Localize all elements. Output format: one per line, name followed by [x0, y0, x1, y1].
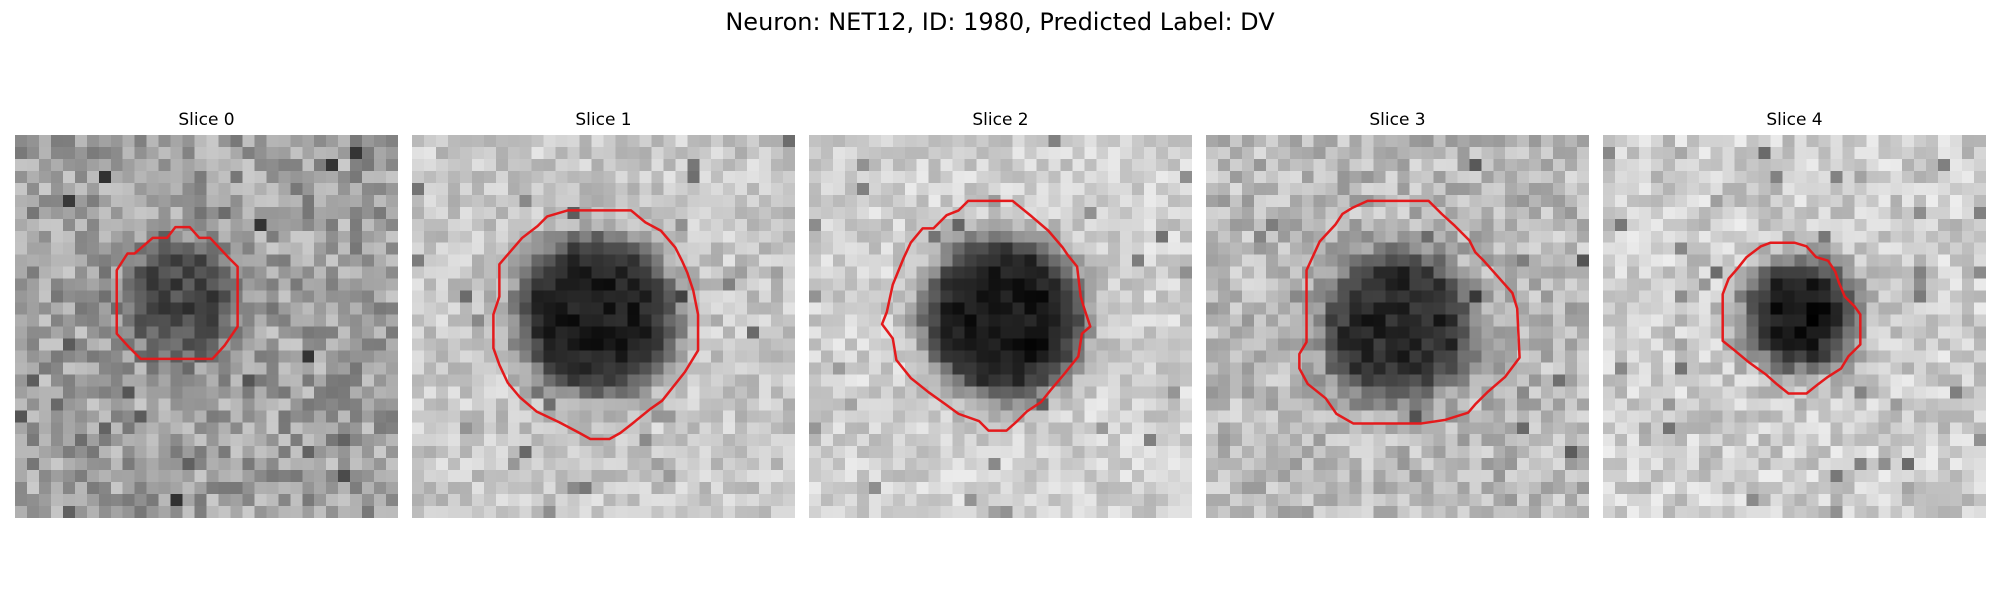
roi-contour-3 — [1299, 201, 1519, 424]
roi-contour-2 — [882, 201, 1090, 431]
slice-panel-2: Slice 2 — [809, 108, 1192, 518]
slice-image-2 — [809, 135, 1192, 518]
slice-image-4 — [1603, 135, 1986, 518]
figure-title: Neuron: NET12, ID: 1980, Predicted Label… — [725, 8, 1275, 36]
slice-image-3 — [1206, 135, 1589, 518]
slice-panel-4: Slice 4 — [1603, 108, 1986, 518]
roi-contour-4 — [1723, 243, 1861, 394]
slice-title-4: Slice 4 — [1766, 110, 1823, 130]
slice-title-3: Slice 3 — [1369, 110, 1426, 130]
slice-image-0 — [15, 135, 398, 518]
slice-image-1 — [412, 135, 795, 518]
roi-contour-0 — [117, 227, 238, 359]
slice-panel-1: Slice 1 — [412, 108, 795, 518]
slice-panel-3: Slice 3 — [1206, 108, 1589, 518]
slice-title-2: Slice 2 — [972, 110, 1029, 130]
slice-title-1: Slice 1 — [575, 110, 632, 130]
roi-contour-1 — [493, 210, 698, 439]
slice-title-0: Slice 0 — [178, 110, 235, 130]
slice-panel-0: Slice 0 — [15, 108, 398, 518]
